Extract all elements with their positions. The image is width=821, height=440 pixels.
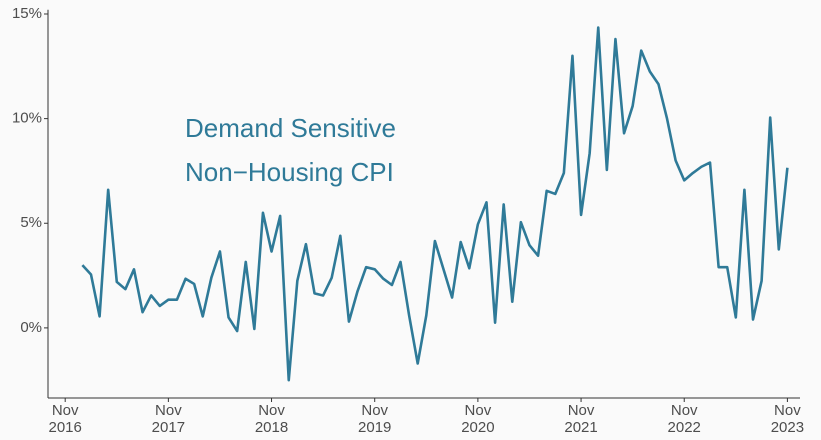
x-tick-label: Nov 2023 — [770, 402, 805, 436]
x-tick-label: Nov 2020 — [461, 402, 495, 436]
x-tick-label: Nov 2021 — [564, 402, 598, 436]
y-tick-label: 10% — [12, 110, 42, 127]
x-tick-label: Nov 2019 — [358, 402, 392, 436]
x-tick-label: Nov 2022 — [667, 402, 701, 436]
x-tick-label: Nov 2016 — [48, 402, 82, 436]
annotation: Non−Housing CPI — [185, 157, 394, 187]
x-tick-label: Nov 2018 — [254, 402, 289, 436]
annotation: Demand Sensitive — [185, 113, 396, 143]
data-line — [81, 26, 789, 382]
x-tick-label: Nov 2017 — [151, 402, 186, 436]
y-tick-label: 5% — [20, 214, 42, 231]
y-tick-label: 15% — [12, 5, 42, 22]
y-tick-label: 0% — [20, 319, 42, 336]
